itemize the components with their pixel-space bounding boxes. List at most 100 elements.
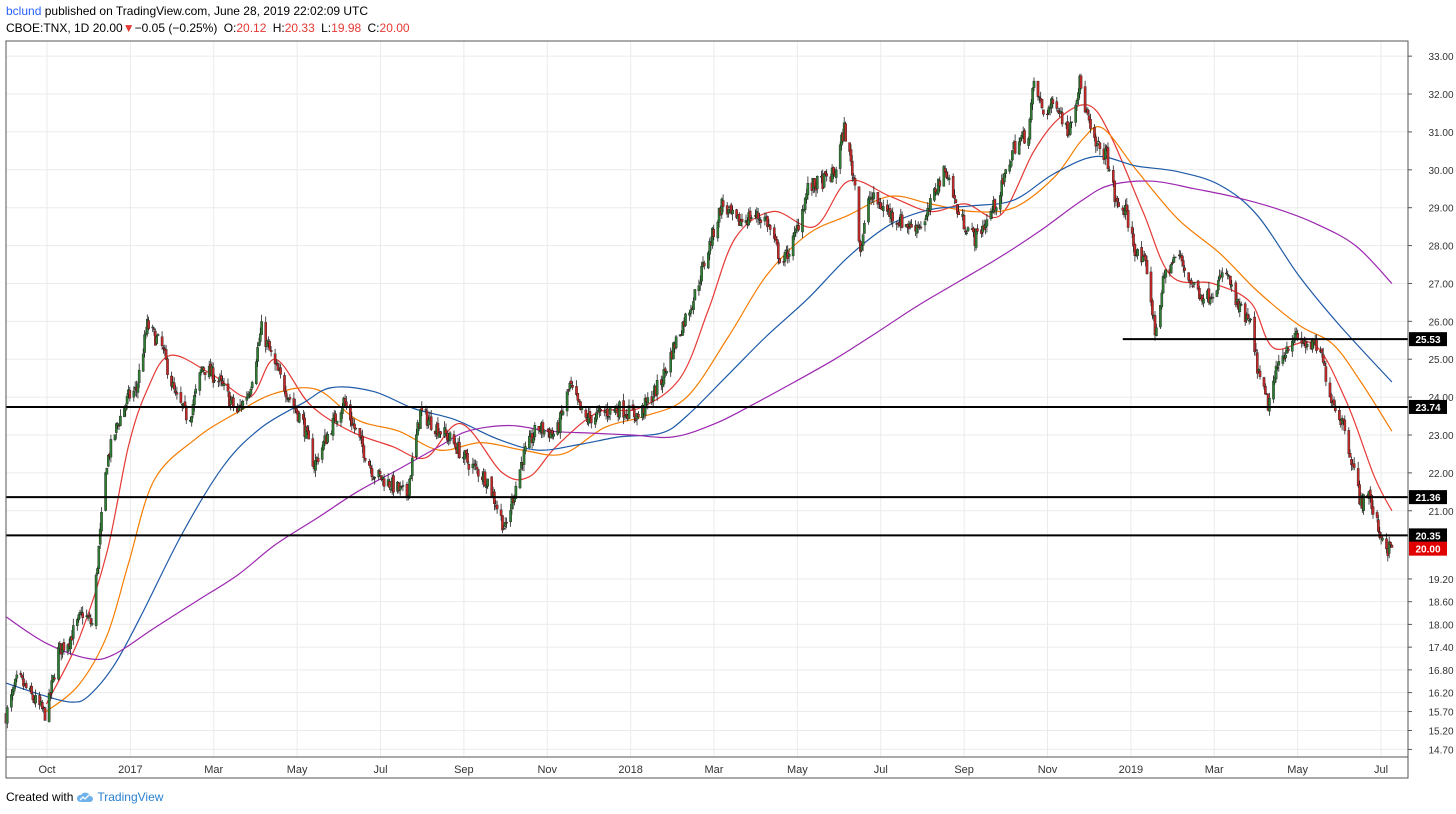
candle-down	[202, 367, 206, 371]
candle-up	[125, 395, 129, 405]
candle-up	[69, 636, 72, 650]
candle-down	[24, 683, 28, 689]
candle-up	[750, 217, 753, 219]
candle-down	[712, 228, 715, 238]
candle-up	[322, 441, 325, 450]
candle-down	[368, 461, 371, 466]
publish-line: bclund published on TradingView.com, Jun…	[6, 3, 410, 20]
down-arrow-icon: ▼	[122, 21, 135, 35]
candle-up	[256, 347, 259, 362]
candle-down	[907, 226, 911, 229]
candle-down	[1171, 262, 1174, 264]
brand-link[interactable]: TradingView	[97, 790, 164, 804]
candle-up	[1009, 160, 1013, 167]
candle-up	[1274, 365, 1278, 380]
candle-up	[999, 195, 1002, 210]
candle-down	[1117, 202, 1120, 207]
candle-up	[867, 198, 870, 223]
candle-up	[651, 396, 655, 402]
candle-up	[75, 619, 79, 627]
price-tick-label: 18.00	[1428, 620, 1453, 631]
candle-up	[34, 695, 37, 704]
candle-down	[1144, 255, 1147, 261]
candle-up	[248, 394, 251, 397]
candle-up	[12, 686, 16, 692]
candle-down	[499, 509, 503, 516]
candle-down	[166, 358, 169, 375]
candle-up	[229, 399, 233, 405]
candle-down	[128, 390, 132, 399]
candle-down	[41, 702, 44, 710]
candle-up	[419, 409, 422, 429]
candle-down	[175, 392, 179, 395]
level-price-tag	[1409, 490, 1447, 505]
candle-down	[1332, 399, 1336, 405]
candle-down	[759, 219, 763, 223]
author-name[interactable]: bclund	[6, 4, 42, 18]
candle-up	[502, 528, 506, 530]
candle-up	[697, 285, 701, 291]
candle-down	[748, 210, 752, 221]
candle-down	[622, 400, 625, 418]
candle-down	[369, 465, 372, 469]
candle-up	[1239, 304, 1243, 306]
candle-down	[217, 380, 220, 383]
candle-up	[985, 219, 989, 227]
candle-up	[373, 477, 377, 479]
time-tick-label: Mar	[705, 764, 724, 776]
horizontal-levels[interactable]	[6, 338, 1408, 537]
candle-down	[1051, 99, 1055, 105]
candle-down	[1036, 80, 1040, 97]
candle-up	[514, 485, 518, 499]
time-axis[interactable]: Oct 2017 Mar May Jul Sep Nov 2018 Mar May Jul Sep No…	[38, 764, 1388, 776]
candle-down	[1149, 271, 1153, 303]
price-tick-label: 29.00	[1428, 204, 1453, 215]
candle-up	[1037, 96, 1041, 99]
price-axis[interactable]: 33.00 32.00 31.00 30.00 29.00 28.00 27.00 26.00…	[1408, 52, 1454, 756]
time-tick-label: May	[287, 764, 308, 776]
candle-down	[1198, 288, 1201, 299]
candle-up	[552, 433, 555, 437]
candle-down	[53, 677, 56, 680]
candle-down	[906, 224, 909, 228]
candle-down	[501, 515, 504, 531]
candle-down	[1253, 316, 1256, 352]
candle-down	[579, 401, 582, 410]
candle-up	[1160, 292, 1164, 308]
candle-up	[190, 416, 194, 423]
candle-up	[565, 391, 569, 412]
candle-down	[353, 423, 356, 429]
candle-up	[1003, 173, 1006, 183]
candle-up	[71, 625, 75, 639]
price-tick-label: 22.00	[1428, 469, 1453, 480]
candle-up	[1272, 380, 1275, 400]
candle-up	[1169, 264, 1173, 274]
candle-down	[452, 434, 456, 444]
candle-up	[1000, 180, 1003, 197]
candle-down	[1060, 112, 1064, 125]
candle-up	[241, 400, 245, 410]
candle-down	[1264, 386, 1267, 395]
candle-down	[264, 322, 268, 347]
candle-down	[22, 678, 25, 687]
candle-down	[283, 375, 286, 392]
candle-down	[853, 177, 857, 186]
candle-up	[100, 512, 103, 532]
last-price-label: 20.00	[1415, 545, 1440, 556]
candle-up	[427, 419, 430, 426]
candle-up	[1141, 255, 1145, 263]
candle-down	[439, 431, 442, 435]
candle-down	[964, 230, 967, 233]
candle-up	[700, 266, 703, 282]
candle-up	[1305, 344, 1309, 347]
last-price-tag	[1409, 541, 1447, 556]
time-tick-label: 2018	[618, 764, 642, 776]
candle-down	[466, 453, 469, 463]
candle-up	[1249, 318, 1252, 321]
candle-down	[316, 457, 320, 462]
candle-down	[147, 320, 150, 330]
candle-up	[116, 423, 119, 426]
candle-down	[1040, 99, 1044, 109]
candle-down	[311, 438, 315, 467]
